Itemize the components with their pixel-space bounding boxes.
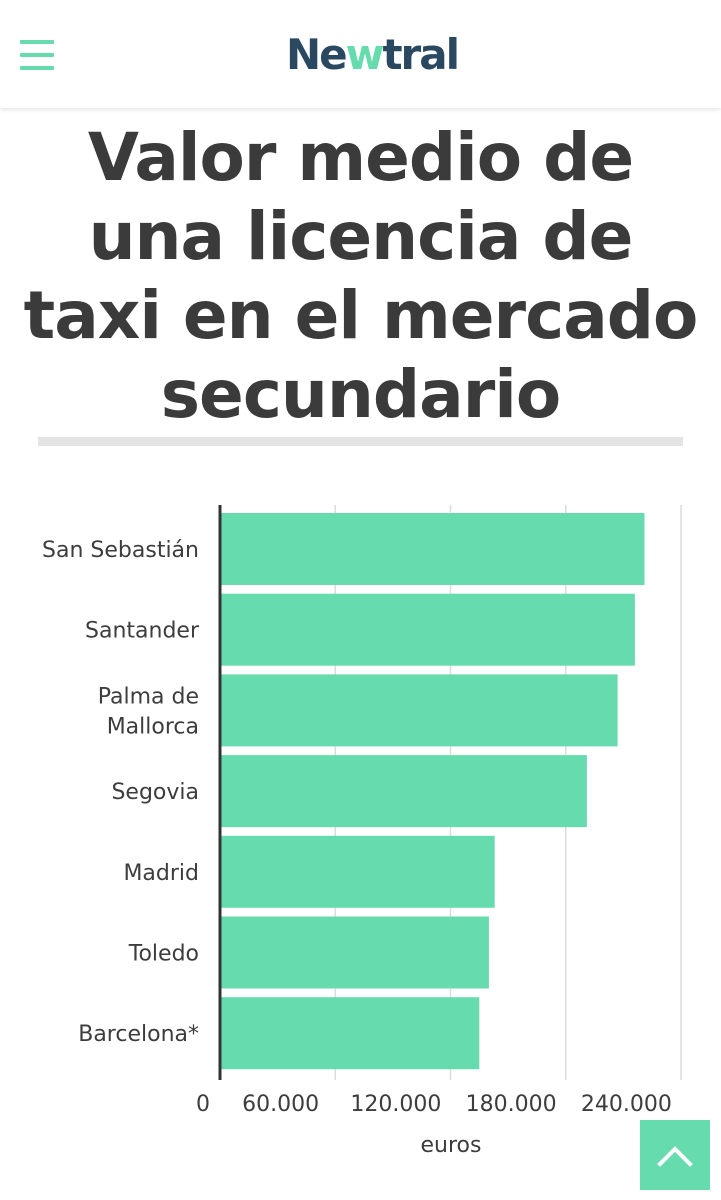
bar bbox=[220, 674, 618, 747]
x-tick-label: 180.000 bbox=[466, 1092, 557, 1117]
bar bbox=[220, 997, 480, 1070]
x-tick-label: 240.000 bbox=[581, 1092, 672, 1117]
logo-text-start: Ne bbox=[286, 30, 348, 79]
category-label: Segovia bbox=[111, 780, 199, 805]
site-logo[interactable]: Newtral bbox=[286, 30, 460, 80]
x-tick-label: 0 bbox=[196, 1092, 210, 1117]
bar bbox=[220, 916, 489, 989]
bar-chart: San Sebastián Santander Palma de Mallorca Se… bbox=[42, 505, 682, 1158]
title-divider bbox=[38, 437, 683, 446]
x-tick-label: 60.000 bbox=[242, 1092, 319, 1117]
hamburger-icon[interactable] bbox=[20, 40, 54, 70]
page-title: Valor medio de una licencia de taxi en e… bbox=[23, 119, 699, 433]
category-label: Santander bbox=[85, 619, 200, 644]
category-label: Mallorca bbox=[107, 714, 199, 739]
bar bbox=[220, 513, 645, 585]
x-tick-label: 120.000 bbox=[350, 1092, 441, 1117]
category-label: Palma de bbox=[98, 684, 199, 709]
x-axis-title: euros bbox=[421, 1133, 482, 1158]
bar bbox=[220, 755, 587, 828]
site-header: Newtral bbox=[0, 0, 721, 108]
bar bbox=[220, 835, 495, 908]
category-label: San Sebastián bbox=[42, 538, 199, 563]
scroll-to-top-button[interactable] bbox=[640, 1120, 710, 1190]
chevron-up-icon bbox=[657, 1146, 693, 1167]
bar bbox=[220, 593, 635, 666]
category-label: Madrid bbox=[123, 861, 199, 886]
logo-text-end: tral bbox=[382, 30, 460, 79]
category-label: Barcelona* bbox=[78, 1022, 199, 1047]
category-label: Toledo bbox=[128, 942, 199, 967]
logo-check-mark: w bbox=[345, 30, 385, 79]
